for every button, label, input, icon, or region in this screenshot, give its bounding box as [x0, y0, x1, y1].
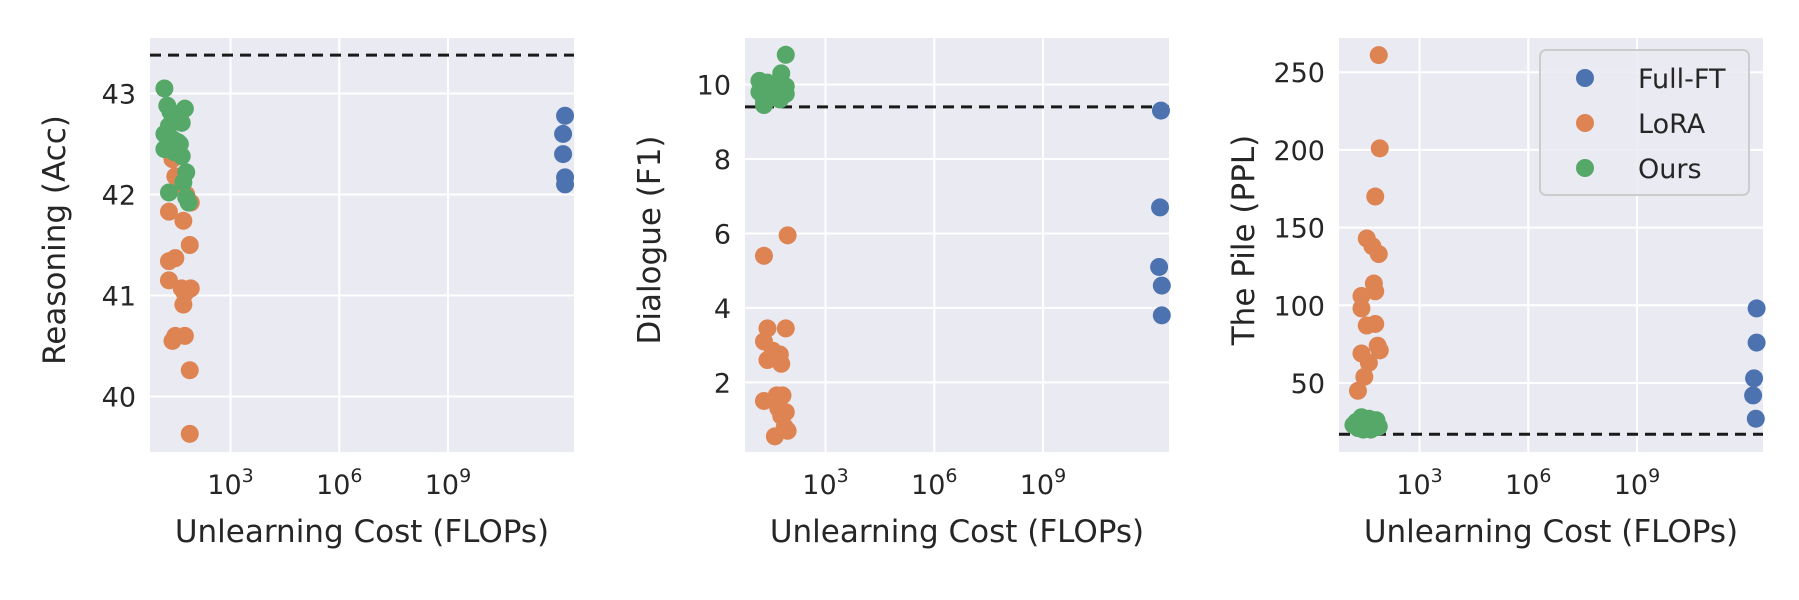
point-lora [776, 319, 795, 338]
point-ours [776, 45, 795, 64]
point-lora [1366, 282, 1385, 301]
point-ours [754, 96, 773, 115]
point-lora [1369, 46, 1388, 65]
point-full-ft [1151, 198, 1170, 217]
point-ours [773, 86, 792, 105]
point-ours [159, 183, 178, 202]
point-lora [174, 211, 193, 230]
point-lora [1352, 286, 1371, 305]
y-tick-label: 100 [1273, 291, 1325, 322]
point-lora [776, 403, 795, 422]
point-lora [772, 354, 791, 373]
y-axis-label: The Pile (PPL) [1226, 135, 1262, 347]
point-lora [159, 252, 178, 271]
point-lora [1348, 381, 1367, 400]
point-full-ft [1151, 101, 1170, 120]
point-lora [174, 295, 193, 314]
point-full-ft [556, 106, 575, 125]
point-lora [159, 271, 178, 290]
point-lora [1359, 353, 1378, 372]
y-tick-label: 250 [1273, 58, 1325, 89]
x-axis-label: Unlearning Cost (FLOPs) [175, 514, 549, 550]
point-full-ft [1152, 276, 1171, 295]
y-tick-label: 6 [714, 219, 731, 250]
point-full-ft [1746, 409, 1765, 428]
x-tick-label: 103 [207, 465, 253, 501]
legend-marker-full-ft [1576, 69, 1594, 87]
x-axis-label: Unlearning Cost (FLOPs) [770, 514, 1144, 550]
point-full-ft [1745, 369, 1764, 388]
point-ours [174, 173, 193, 192]
point-lora [758, 351, 777, 370]
point-lora [1370, 341, 1389, 360]
point-lora [163, 331, 182, 350]
x-tick-label: 109 [1614, 465, 1660, 501]
point-lora [1370, 139, 1389, 158]
panel-reasoning: 103 106 109 40 41 42 43 Unlearning Cost (FLOPs)… [37, 38, 575, 550]
point-full-ft [1744, 386, 1763, 405]
legend-box [1539, 49, 1750, 196]
legend-marker-lora [1576, 114, 1594, 132]
point-lora [159, 202, 178, 221]
y-tick-label: 41 [102, 281, 136, 312]
point-lora [1355, 367, 1374, 386]
point-full-ft [554, 145, 573, 164]
y-tick-label: 40 [102, 382, 136, 413]
x-axis-label: Unlearning Cost (FLOPs) [1364, 514, 1738, 550]
x-tick-label: 103 [1396, 465, 1442, 501]
point-lora [1369, 245, 1388, 264]
point-lora [180, 361, 199, 380]
point-ours [175, 99, 194, 118]
y-axis-label: Dialogue (F1) [632, 135, 668, 344]
point-ours [1360, 415, 1379, 434]
x-tick-label: 103 [802, 465, 848, 501]
x-tick-label: 109 [425, 465, 471, 501]
y-tick-label: 200 [1273, 136, 1325, 167]
x-tick-label: 106 [316, 465, 362, 501]
plot-background [150, 38, 574, 452]
point-full-ft [1747, 333, 1766, 352]
point-full-ft [554, 124, 573, 143]
point-full-ft [1152, 306, 1171, 325]
x-tick-label: 106 [911, 465, 957, 501]
point-full-ft [1747, 299, 1766, 318]
legend-marker-ours [1576, 159, 1594, 177]
legend-label-ours: Ours [1638, 154, 1702, 185]
point-full-ft [556, 175, 575, 194]
point-full-ft [1150, 257, 1169, 276]
point-lora [180, 236, 199, 254]
point-lora [754, 246, 773, 265]
legend-label-full-ft: Full-FT [1638, 64, 1726, 95]
x-tick-label: 109 [1020, 465, 1066, 501]
y-tick-label: 42 [102, 181, 136, 212]
y-tick-label: 50 [1291, 369, 1325, 400]
y-tick-label: 150 [1273, 214, 1325, 245]
point-lora [1366, 314, 1385, 333]
point-ours [161, 102, 180, 121]
legend: Full-FT LoRA Ours [1539, 49, 1750, 196]
point-ours [172, 147, 191, 166]
point-lora [1352, 299, 1371, 318]
y-tick-label: 2 [714, 368, 731, 399]
panel-dialogue: 103 106 109 2 4 6 8 10 Unlearning Cost (FLOPs) Di… [632, 38, 1171, 550]
y-tick-label: 8 [714, 145, 731, 176]
point-ours [172, 113, 191, 132]
y-tick-label: 10 [697, 71, 731, 102]
point-lora [778, 421, 797, 440]
x-tick-label: 106 [1505, 465, 1551, 501]
point-lora [180, 424, 199, 443]
plot-background [745, 38, 1169, 452]
point-lora [778, 226, 797, 245]
y-tick-label: 4 [714, 294, 731, 325]
point-lora [1366, 187, 1385, 206]
point-ours [155, 79, 174, 98]
legend-label-lora: LoRA [1638, 109, 1706, 140]
y-tick-label: 43 [102, 80, 136, 111]
y-axis-label: Reasoning (Acc) [37, 115, 73, 365]
point-ours [179, 193, 198, 212]
